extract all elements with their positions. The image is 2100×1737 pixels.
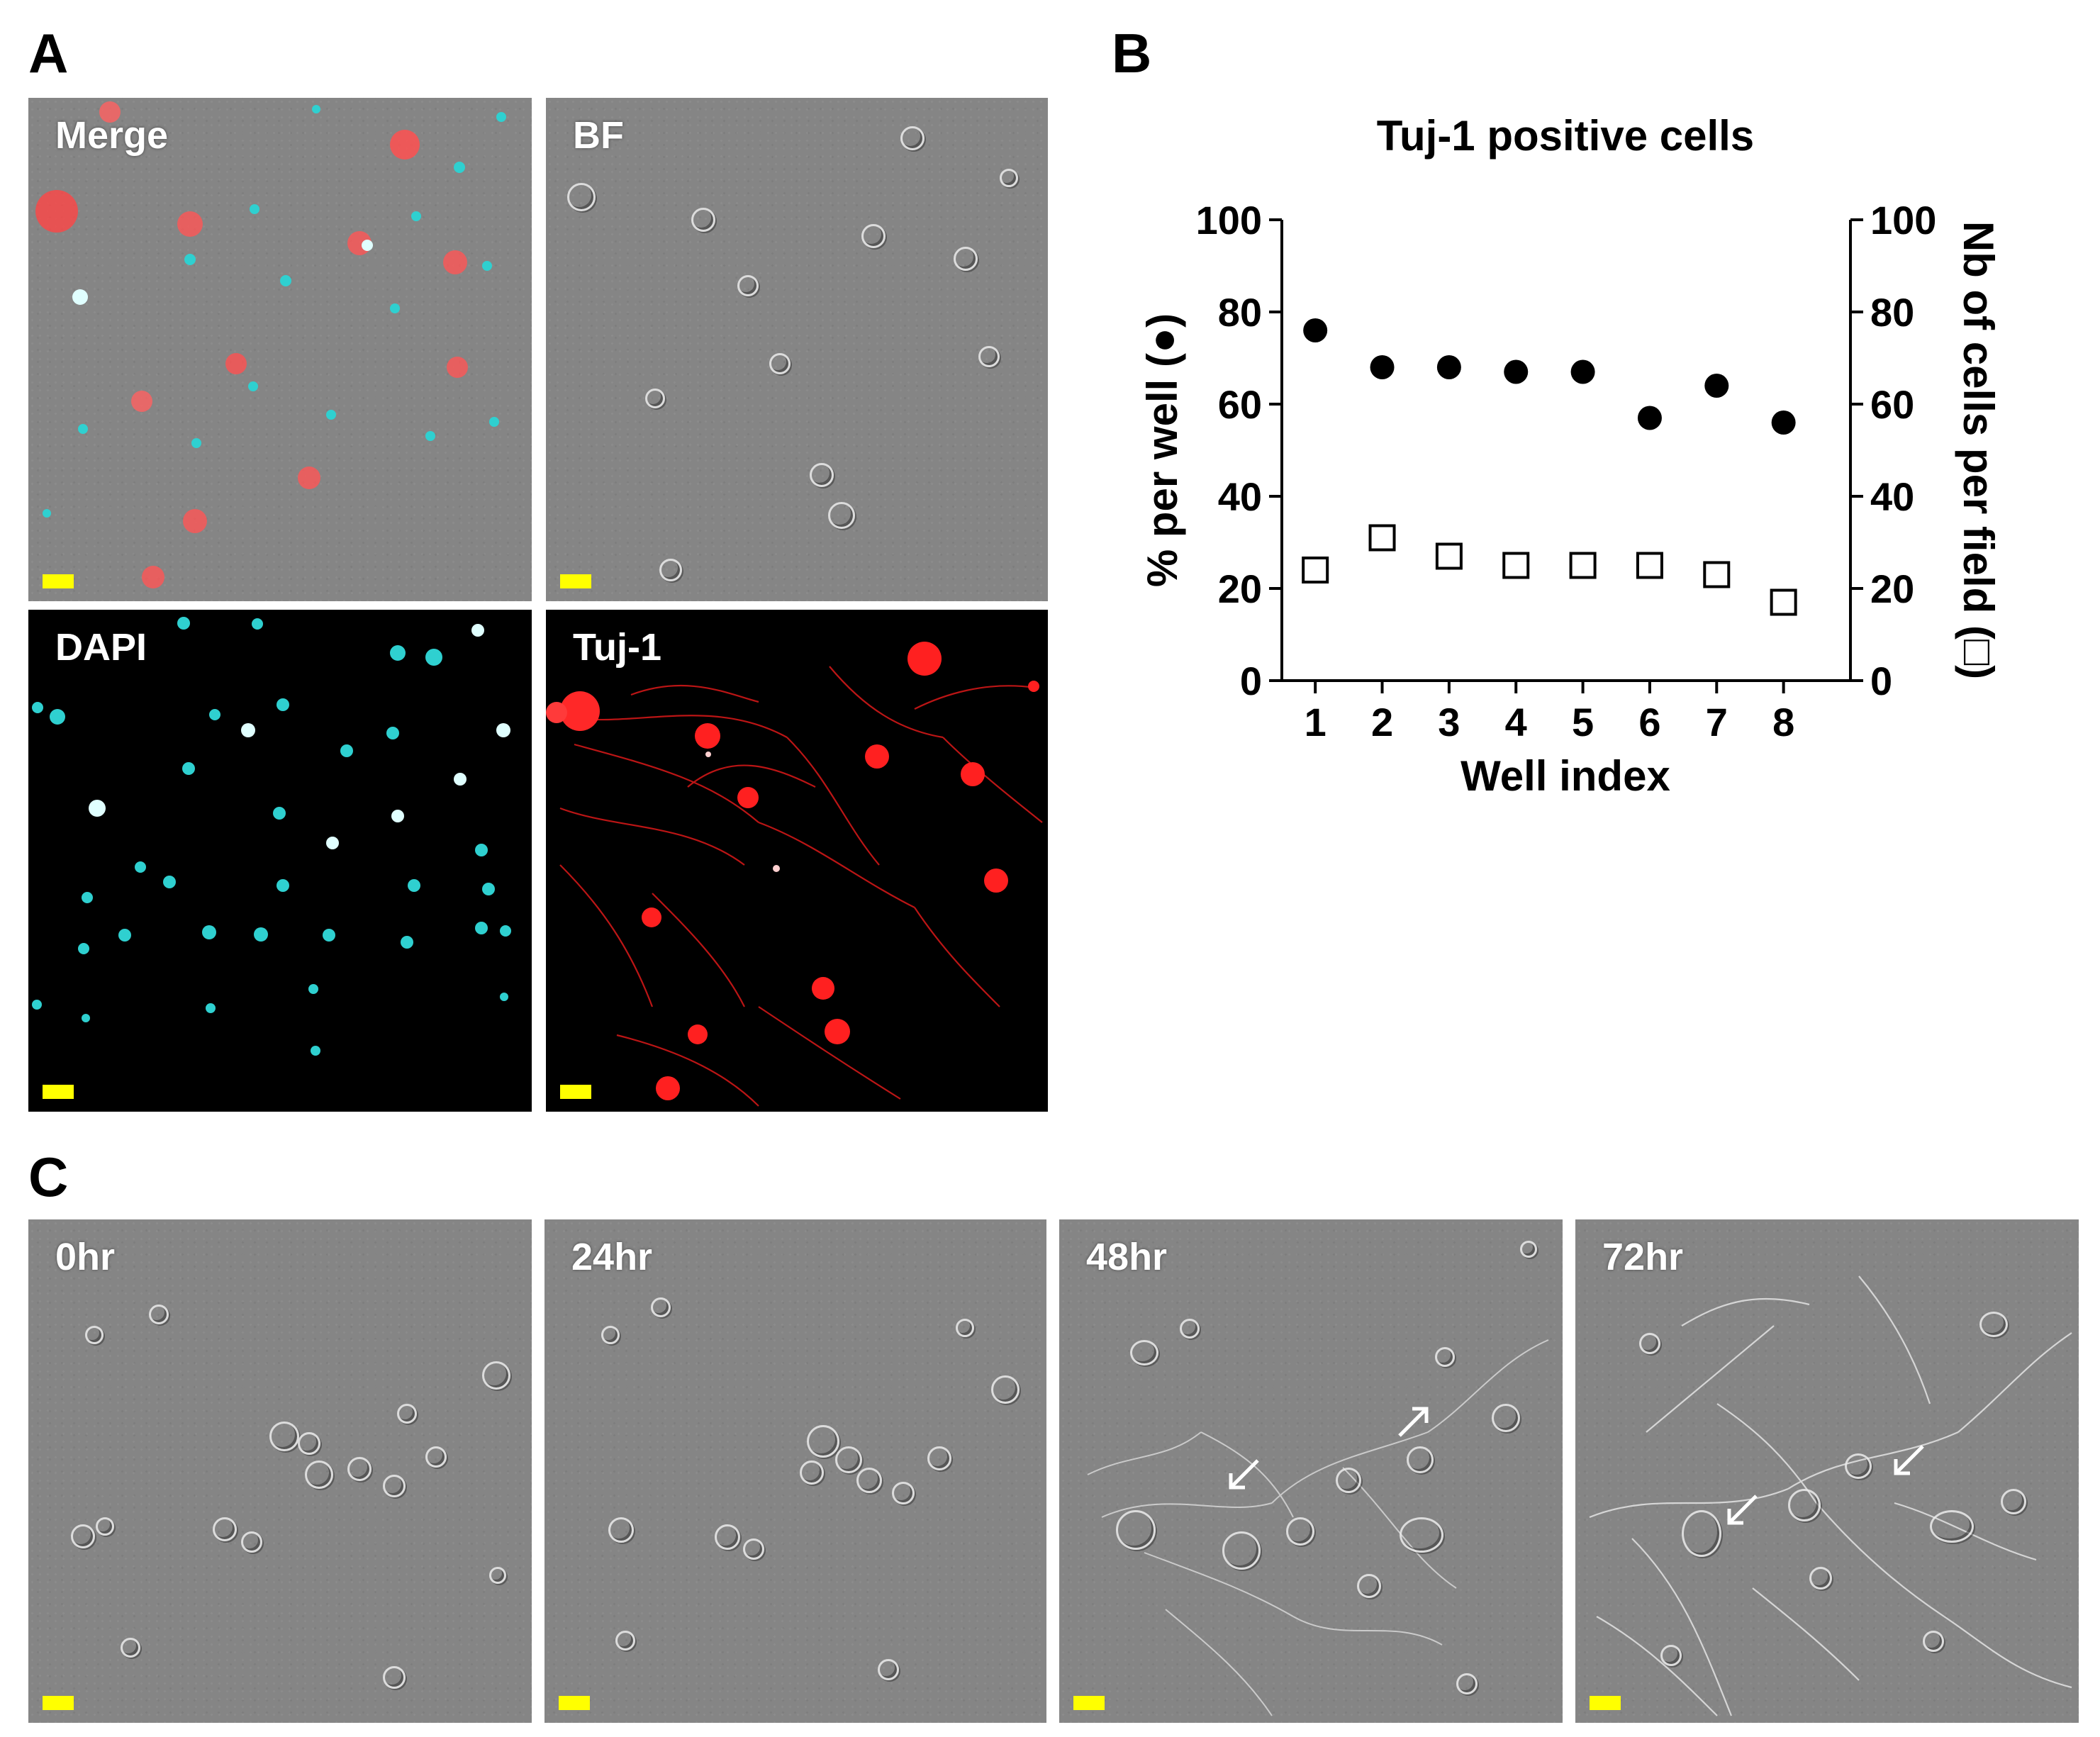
point-cells-per-field (1502, 552, 1530, 579)
arrow-icon (1229, 1459, 1259, 1490)
scale-bar (560, 574, 591, 588)
merge-label: Merge (55, 114, 169, 157)
point-cells-per-field (1435, 542, 1463, 570)
x-axis-label: Well index (1460, 752, 1670, 800)
point-percent-per-well (1436, 355, 1461, 379)
x-tick-label: 7 (1706, 700, 1728, 744)
point-cells-per-field (1569, 552, 1597, 579)
timecourse-label-24hr: 24hr (571, 1236, 653, 1278)
timecourse-label-72hr: 72hr (1602, 1236, 1684, 1278)
y-tick-label-right: 40 (1870, 474, 1914, 519)
tuj1-image: Tuj-1 (546, 610, 1048, 1112)
y-tick-label-right: 100 (1870, 198, 1936, 242)
bf-label: BF (573, 114, 624, 157)
point-cells-per-field (1368, 524, 1396, 552)
y-tick-label-right: 60 (1870, 382, 1914, 427)
x-tick-label: 1 (1305, 700, 1327, 744)
point-percent-per-well (1771, 410, 1796, 435)
scale-bar (1590, 1696, 1621, 1710)
timecourse-image-72hr: 72hr (1575, 1219, 2079, 1723)
tuj1-neurites (559, 666, 1043, 1107)
x-tick-label: 4 (1505, 700, 1527, 744)
scale-bar (1073, 1696, 1105, 1710)
y-tick-label-left: 0 (1240, 659, 1262, 703)
y-tick-label-right: 20 (1870, 566, 1914, 611)
point-cells-per-field (1302, 557, 1329, 583)
y-tick-label-right: 80 (1870, 290, 1914, 335)
y-axis-label-left: % per well (●) (1139, 313, 1186, 587)
panel-letter-a: A (28, 22, 69, 84)
timecourse-image-0hr: 0hr (28, 1219, 532, 1723)
arrow-icon (1894, 1445, 1924, 1475)
point-percent-per-well (1303, 318, 1328, 342)
tuj1-chart: Tuj-1 positive cells 0 0 20 20 40 40 60 60 80 80 1… (1139, 112, 2002, 800)
y-tick-label-left: 40 (1218, 474, 1262, 519)
timecourse-image-48hr: 48hr (1059, 1219, 1563, 1723)
point-percent-per-well (1637, 406, 1662, 430)
y-tick-label-left: 80 (1218, 290, 1262, 335)
merge-image: Merge (28, 98, 532, 601)
x-tick-label: 6 (1638, 700, 1660, 744)
y-tick-label-left: 100 (1196, 198, 1262, 242)
point-percent-per-well (1570, 359, 1595, 384)
panel-letter-c: C (28, 1146, 69, 1208)
panel-letter-b: B (1112, 22, 1152, 84)
scale-bar (43, 574, 74, 588)
point-percent-per-well (1370, 355, 1395, 379)
arrow-icon (1727, 1495, 1758, 1525)
neurites-48hr (1087, 1339, 1549, 1716)
scale-bar (560, 1085, 591, 1099)
y-axis-label-right: Nb of cells per field (□) (1955, 221, 2002, 679)
point-cells-per-field (1770, 588, 1797, 616)
timecourse-image-24hr: 24hr (544, 1219, 1046, 1723)
x-tick-label: 3 (1438, 700, 1460, 744)
x-tick-label: 5 (1572, 700, 1594, 744)
timecourse-label-0hr: 0hr (55, 1236, 116, 1278)
point-cells-per-field (1703, 561, 1731, 588)
y-tick-label-right: 0 (1870, 659, 1892, 703)
x-tick-label: 8 (1772, 700, 1794, 744)
dapi-image: DAPI (28, 610, 532, 1112)
y-tick-label-left: 20 (1218, 566, 1262, 611)
data-points (1302, 318, 1797, 616)
chart-title: Tuj-1 positive cells (1377, 112, 1754, 160)
y-tick-label-left: 60 (1218, 382, 1262, 427)
scale-bar (43, 1085, 74, 1099)
dapi-label: DAPI (55, 626, 147, 669)
scale-bar (559, 1696, 590, 1710)
neurites-72hr (1589, 1275, 2072, 1716)
scale-bar (43, 1696, 74, 1710)
timecourse-label-48hr: 48hr (1086, 1236, 1168, 1278)
tuj1-label: Tuj-1 (573, 626, 661, 669)
point-cells-per-field (1636, 552, 1663, 579)
bf-image: BF (546, 98, 1048, 601)
point-percent-per-well (1504, 359, 1529, 384)
arrow-icon (1398, 1407, 1429, 1437)
x-tick-label: 2 (1371, 700, 1393, 744)
point-percent-per-well (1704, 374, 1729, 398)
